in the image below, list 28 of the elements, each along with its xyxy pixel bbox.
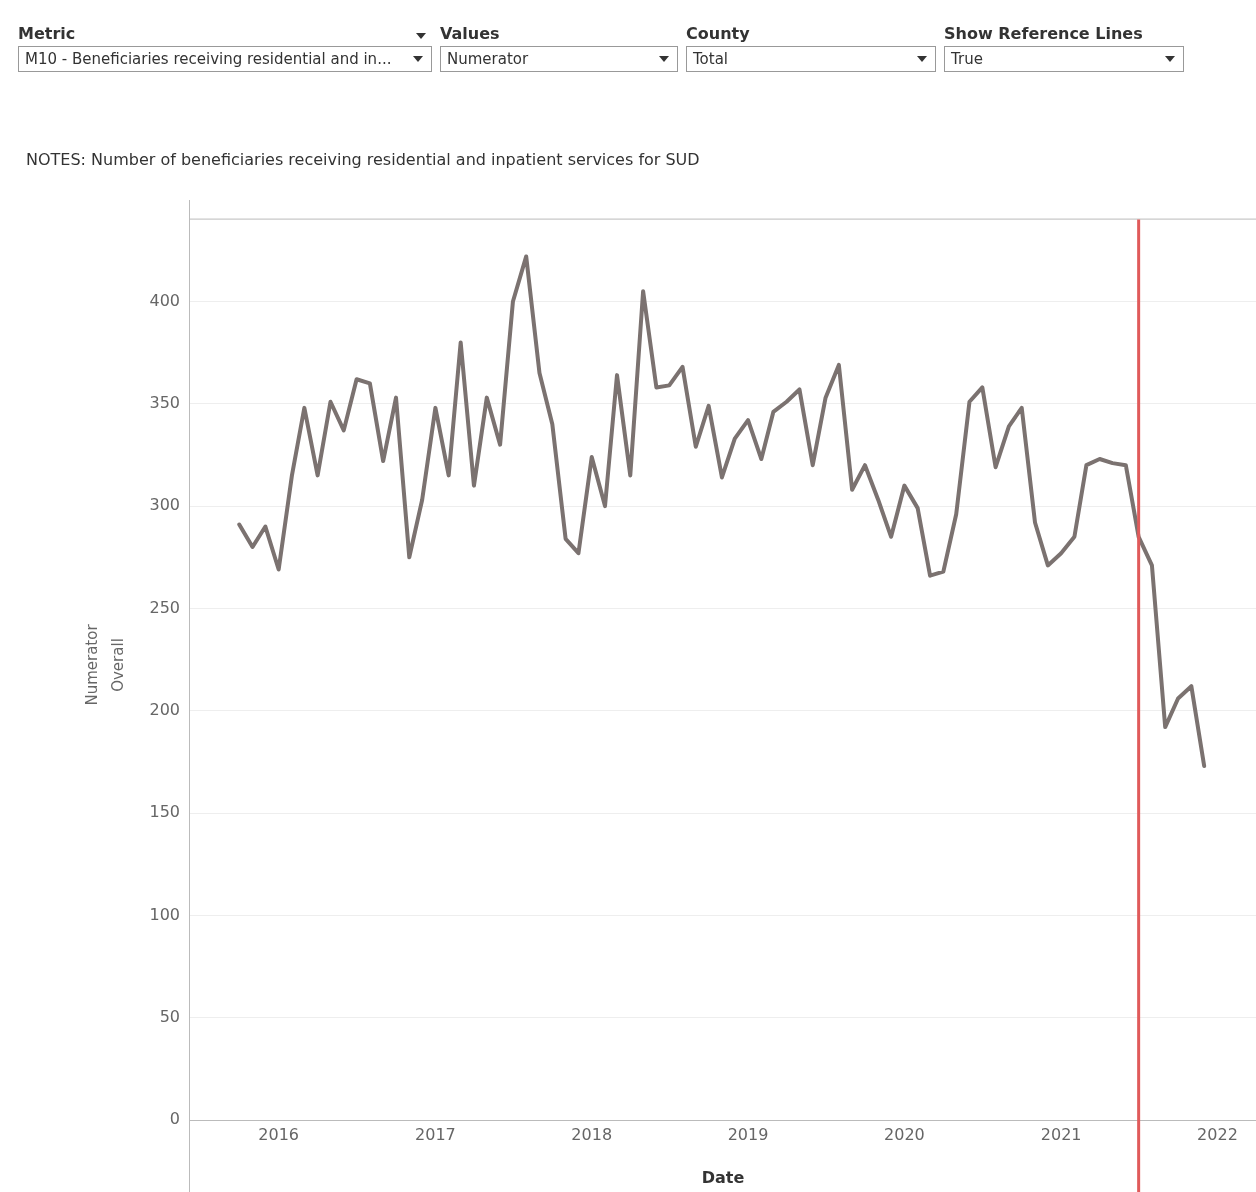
x-tick-label: 2020 bbox=[884, 1124, 925, 1144]
x-tick-label: 2018 bbox=[571, 1124, 613, 1144]
y-tick-label: 50 bbox=[159, 1006, 180, 1026]
y-tick-label: 250 bbox=[149, 597, 180, 617]
x-tick-label: 2017 bbox=[415, 1124, 456, 1144]
text: True bbox=[951, 50, 983, 68]
x-axis-title: Date bbox=[701, 1167, 745, 1187]
y-axis-title: Numerator bbox=[83, 623, 101, 708]
x-tick-label: 2021 bbox=[1040, 1124, 1082, 1144]
text: Total bbox=[693, 50, 729, 68]
x-tick-label: 2019 bbox=[727, 1124, 769, 1144]
text: County bbox=[686, 24, 751, 45]
x-tick-label: 2022 bbox=[1197, 1124, 1238, 1144]
text: Values bbox=[440, 24, 501, 45]
y-tick-label: 200 bbox=[149, 699, 180, 719]
y-tick-label: 100 bbox=[149, 904, 180, 924]
y-tick-label: 0 bbox=[169, 1109, 180, 1129]
text: M10 - Beneficiaries receiving residential and in... bbox=[25, 50, 392, 68]
y-tick-label: 300 bbox=[149, 495, 180, 515]
text: Numerator bbox=[447, 50, 529, 68]
y-tick-label: 400 bbox=[149, 290, 180, 310]
text: Metric bbox=[18, 24, 77, 45]
y-tick-label: 150 bbox=[149, 802, 180, 822]
x-tick-label: 2016 bbox=[258, 1124, 300, 1144]
text: Overall bbox=[109, 637, 127, 694]
text: Show Reference Lines bbox=[944, 24, 1144, 45]
y-tick-label: 350 bbox=[149, 392, 180, 412]
chart-subtitle: NOTES: Number of beneficiaries receiving residential and inpatient services for SUD bbox=[26, 150, 700, 169]
